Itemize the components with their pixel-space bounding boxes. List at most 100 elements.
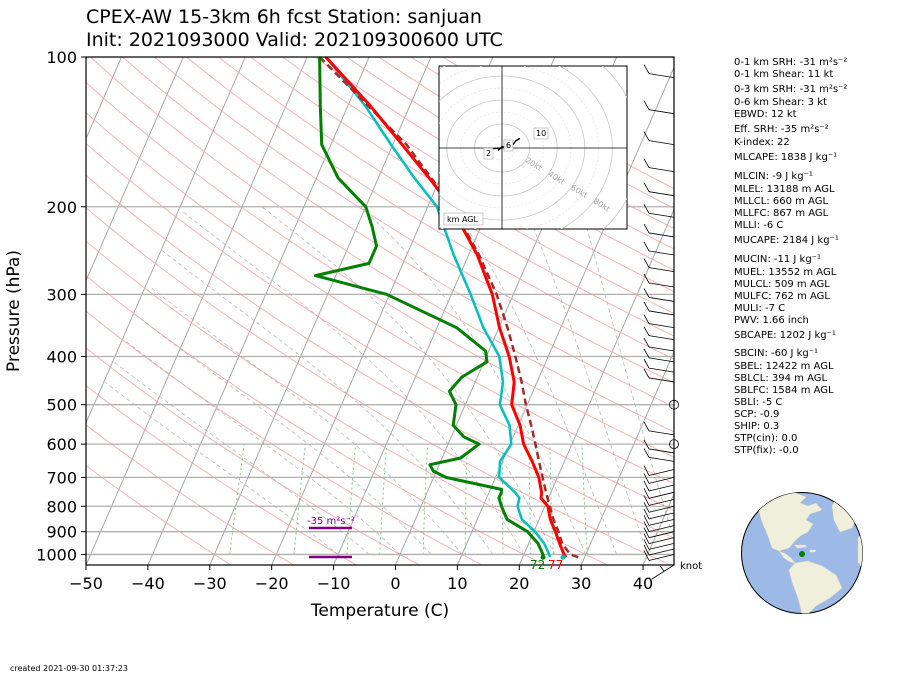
isotherm-line [580, 350, 674, 565]
moist-adiabat-line [182, 211, 525, 555]
dry-adiabat-line [86, 240, 608, 565]
dry-adiabat-line [86, 424, 294, 565]
calm-wind-circle [669, 399, 679, 410]
wind-barb-staff [648, 323, 675, 329]
wind-barb-flag [643, 521, 650, 532]
x-tick-label: −40 [131, 574, 165, 593]
x-tick-label: 40 [633, 574, 653, 593]
index-line: SBLFC: 1584 m AGL [734, 385, 834, 396]
index-line: SBCAPE: 1202 J kg⁻¹ [734, 330, 836, 341]
location-globe [741, 492, 863, 614]
wind-barb-staff [648, 191, 675, 197]
wind-barb-flag [643, 539, 650, 550]
x-axis-label: Temperature (C) [310, 601, 449, 621]
dry-adiabat-line [86, 347, 420, 565]
mixing-ratio-line [346, 444, 357, 555]
wind-barb-flag [643, 348, 650, 359]
isotherm-line [518, 208, 674, 565]
dry-adiabat-line [86, 207, 671, 565]
wind-barb-flag [643, 182, 650, 192]
x-axis: −50 −40 −30 −20 −10 0 10 20 30 40 [69, 565, 653, 593]
wind-barb-flag [643, 301, 650, 312]
wind-barb-staff [648, 357, 675, 363]
wind-barb-flag [643, 326, 650, 336]
wind-barb-flag [643, 131, 650, 141]
dry-adiabat-line [250, 57, 674, 315]
wind-barb-staff [648, 491, 675, 499]
wind-barb-flag [643, 241, 650, 252]
dry-adiabat-line [89, 57, 674, 433]
dry-adiabat-line [86, 464, 232, 565]
wind-barb-staff [648, 267, 675, 272]
wind-barbs [643, 64, 679, 580]
wind-barb-staff [648, 554, 675, 561]
isotherm-line [86, 57, 246, 425]
index-line: EBWD: 12 kt [734, 109, 797, 120]
index-line: 0-6 km Shear: 3 kt [734, 97, 827, 108]
wind-barb-flag [643, 502, 650, 513]
wind-barb-staff [648, 297, 675, 302]
dry-adiabat-line [121, 57, 674, 408]
dry-adiabat-line [86, 385, 357, 565]
dry-adiabat-line [282, 57, 674, 293]
wind-barb-flag [643, 448, 650, 458]
wind-barb-staff [648, 310, 675, 316]
wind-barb-flag [643, 533, 650, 544]
isotherm-line [456, 66, 674, 565]
surface-dewpoint-label: 72 [530, 558, 545, 572]
y-axis-label: Pressure (hPa) [4, 250, 24, 372]
y-tick-label: 900 [46, 523, 77, 542]
wetbulb-profile-line [324, 57, 552, 558]
wind-barb-staff [648, 140, 675, 145]
hodograph-legend: km AGL [443, 212, 484, 226]
y-tick-label: 100 [46, 48, 77, 67]
surface-wetbulb-marker [560, 554, 566, 560]
dry-adiabat-line [86, 81, 674, 458]
wind-barb-staff [648, 531, 675, 539]
index-line: MLLFC: 867 m AGL [734, 208, 829, 219]
isotherm-line [209, 57, 432, 565]
wind-barb-staff [648, 250, 675, 256]
index-line: MUEL: 13552 m AGL [734, 267, 837, 278]
index-line: MLEL: 13188 m AGL [734, 184, 835, 195]
wind-barb-staff [648, 499, 675, 506]
x-tick-label: −30 [193, 574, 227, 593]
wind-barb-flag [643, 273, 650, 284]
hodograph-height-label: 2 [486, 149, 491, 158]
wind-barb-flag [643, 314, 650, 324]
moist-adiabat-line [149, 286, 463, 555]
created-timestamp: created 2021-09-30 01:37:23 [10, 664, 128, 673]
wind-barb-flag [643, 515, 650, 526]
wind-barb-staff [648, 537, 675, 545]
index-line: MLLCL: 660 m AGL [734, 196, 829, 207]
x-tick-label: −20 [255, 574, 289, 593]
index-line: 0-3 km SRH: -31 m²s⁻² [734, 84, 848, 95]
moist-adiabat-line [113, 361, 370, 555]
y-tick-label: 600 [46, 435, 77, 454]
index-line: 0-1 km SRH: -31 m²s⁻² [734, 57, 848, 68]
dry-adiabat-line [314, 57, 674, 271]
wind-barb-staff [648, 167, 675, 173]
wind-barb-flag [643, 223, 650, 234]
x-tick-label: 10 [447, 574, 467, 593]
hodograph-height-label: 10 [536, 129, 546, 138]
wind-barb-staff [651, 564, 675, 580]
x-tick-label: −50 [69, 574, 103, 593]
hodograph-height-label: 6 [506, 141, 511, 150]
wind-barb-staff [648, 73, 675, 78]
wind-barb-flag [643, 473, 650, 484]
wind-barb-staff [648, 484, 675, 492]
wind-barb-staff [648, 505, 675, 513]
wind-barb-flag [643, 288, 650, 298]
index-line: MUCAPE: 2184 J kg⁻¹ [734, 235, 839, 246]
wind-barb-staff [648, 109, 675, 115]
wind-barb-staff [648, 282, 675, 288]
caribbean-islands [794, 544, 817, 553]
x-tick-label: 30 [571, 574, 591, 593]
y-tick-label: 500 [46, 396, 77, 415]
srh-annotation: -35 m²s⁻² [307, 516, 355, 527]
index-line: SBCIN: -60 J kg⁻¹ [734, 348, 819, 359]
dry-adiabat-line [218, 57, 674, 337]
hodograph-height-box [483, 147, 494, 160]
